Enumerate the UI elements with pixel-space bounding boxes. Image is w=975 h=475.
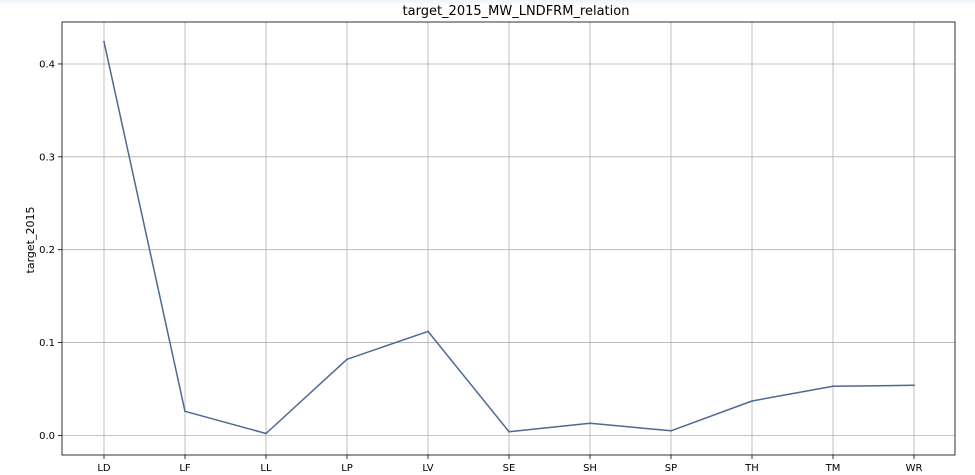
y-axis-ticks: 0.0 0.1 0.2 0.3 0.4 [39,59,62,442]
plot-frame [61,21,956,456]
data-point [589,422,591,425]
x-tick-label: SP [665,463,677,474]
x-tick-label: SH [583,463,597,474]
chart-title: target_2015_MW_LNDFRM_relation [403,4,630,19]
y-axis-label: target_2015 [24,207,37,274]
data-point [670,429,672,432]
data-point [103,40,105,43]
data-point [508,430,510,433]
y-tick-label: 0.4 [39,59,55,70]
y-tick-label: 0.0 [39,431,55,442]
x-tick-label: LV [422,463,433,474]
data-point [346,358,348,361]
x-tick-label: LL [260,463,272,474]
window-top-strip [0,0,975,6]
data-point [184,410,186,413]
x-tick-label: WR [906,463,923,474]
data-point [832,385,834,388]
data-point [427,330,429,333]
x-tick-label: SE [503,463,516,474]
y-tick-label: 0.3 [39,152,55,163]
series-layer [103,40,915,435]
x-tick-label: TH [744,463,759,474]
x-tick-label: LF [179,463,191,474]
x-axis-ticks: LD LF LL LP LV SE SH SP TH TM WR [97,455,922,474]
x-tick-label: LP [341,463,353,474]
y-tick-label: 0.2 [39,245,55,256]
y-tick-label: 0.1 [39,338,55,349]
data-point [913,384,915,387]
data-point [751,400,753,402]
x-tick-label: LD [97,463,111,474]
grid-lines [62,22,955,455]
data-point [265,432,267,435]
x-tick-label: TM [825,463,841,474]
